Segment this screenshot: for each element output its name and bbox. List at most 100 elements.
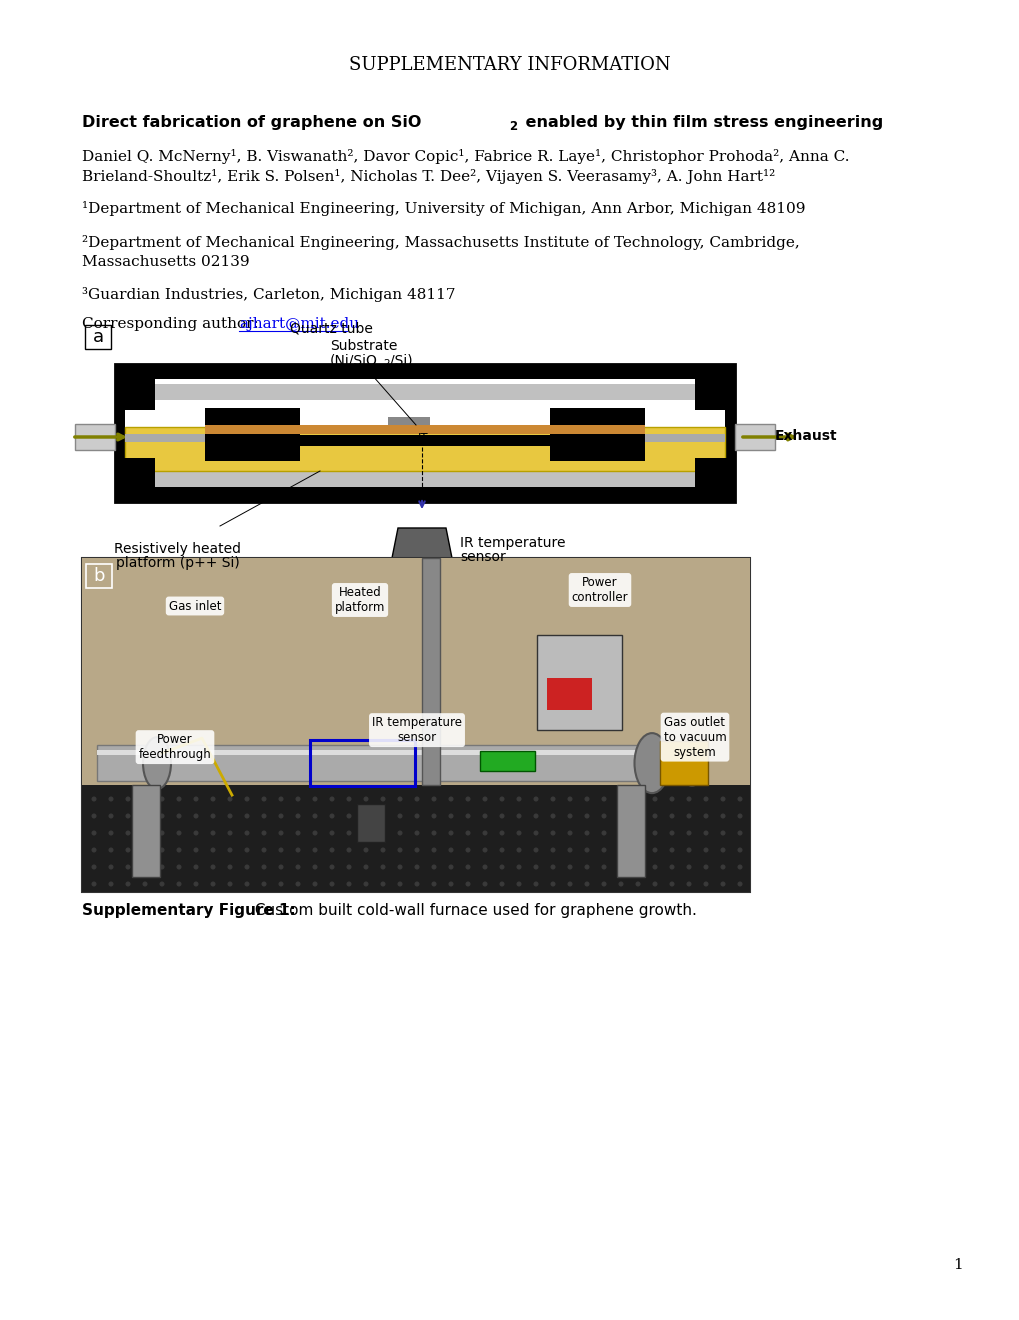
- Bar: [115, 364, 735, 502]
- Text: b: b: [93, 568, 105, 585]
- Circle shape: [262, 797, 266, 801]
- Circle shape: [738, 882, 741, 886]
- Circle shape: [517, 865, 521, 869]
- Bar: [125, 471, 725, 487]
- Circle shape: [228, 882, 231, 886]
- Circle shape: [346, 865, 351, 869]
- Circle shape: [397, 797, 401, 801]
- Circle shape: [381, 882, 384, 886]
- Circle shape: [720, 865, 725, 869]
- Bar: [659, 741, 707, 785]
- Circle shape: [228, 832, 231, 834]
- Circle shape: [448, 849, 452, 851]
- Bar: [97, 750, 706, 755]
- Circle shape: [330, 882, 333, 886]
- Circle shape: [499, 832, 503, 834]
- Text: IR temperature: IR temperature: [460, 536, 565, 550]
- Circle shape: [703, 849, 707, 851]
- Circle shape: [160, 797, 164, 801]
- Bar: [125, 434, 205, 442]
- Circle shape: [448, 797, 452, 801]
- Circle shape: [483, 797, 486, 801]
- Bar: [205, 434, 300, 461]
- Circle shape: [245, 814, 249, 818]
- Circle shape: [636, 797, 639, 801]
- Bar: [616, 785, 644, 876]
- Circle shape: [669, 797, 674, 801]
- Circle shape: [330, 865, 333, 869]
- Circle shape: [313, 882, 317, 886]
- Circle shape: [211, 882, 215, 886]
- Circle shape: [397, 882, 401, 886]
- Bar: [694, 458, 735, 502]
- Circle shape: [177, 865, 180, 869]
- Circle shape: [652, 832, 656, 834]
- Circle shape: [194, 832, 198, 834]
- Circle shape: [211, 797, 215, 801]
- Circle shape: [415, 849, 419, 851]
- Circle shape: [211, 832, 215, 834]
- Circle shape: [296, 865, 300, 869]
- Circle shape: [109, 797, 113, 801]
- Circle shape: [126, 832, 129, 834]
- Bar: [310, 741, 415, 787]
- Circle shape: [109, 849, 113, 851]
- Bar: [205, 436, 644, 446]
- Circle shape: [397, 814, 401, 818]
- Circle shape: [568, 814, 572, 818]
- Circle shape: [601, 814, 605, 818]
- Circle shape: [194, 814, 198, 818]
- Circle shape: [720, 832, 725, 834]
- Circle shape: [534, 797, 537, 801]
- Circle shape: [143, 832, 147, 834]
- Circle shape: [364, 832, 368, 834]
- Circle shape: [483, 814, 486, 818]
- Circle shape: [228, 814, 231, 818]
- Circle shape: [432, 832, 435, 834]
- Circle shape: [346, 832, 351, 834]
- Circle shape: [636, 832, 639, 834]
- Circle shape: [262, 882, 266, 886]
- Text: platform (p++ Si): platform (p++ Si): [116, 556, 239, 570]
- Circle shape: [703, 797, 707, 801]
- Circle shape: [687, 797, 690, 801]
- Circle shape: [432, 814, 435, 818]
- Bar: [546, 678, 591, 710]
- Circle shape: [466, 814, 470, 818]
- Circle shape: [738, 832, 741, 834]
- Bar: [125, 426, 725, 471]
- Circle shape: [177, 832, 180, 834]
- Circle shape: [381, 797, 384, 801]
- Circle shape: [669, 882, 674, 886]
- Circle shape: [415, 814, 419, 818]
- Ellipse shape: [678, 741, 705, 785]
- Circle shape: [143, 814, 147, 818]
- Circle shape: [483, 865, 486, 869]
- Circle shape: [669, 832, 674, 834]
- Text: ajhart@mit.edu: ajhart@mit.edu: [238, 317, 359, 331]
- FancyBboxPatch shape: [85, 325, 111, 348]
- Circle shape: [568, 882, 572, 886]
- Circle shape: [499, 865, 503, 869]
- Circle shape: [313, 797, 317, 801]
- Circle shape: [448, 814, 452, 818]
- Circle shape: [636, 865, 639, 869]
- Circle shape: [364, 797, 368, 801]
- Circle shape: [448, 832, 452, 834]
- Circle shape: [687, 849, 690, 851]
- Circle shape: [585, 797, 588, 801]
- Text: Power
feedthrough: Power feedthrough: [139, 733, 211, 762]
- Circle shape: [568, 832, 572, 834]
- Circle shape: [738, 797, 741, 801]
- Circle shape: [364, 865, 368, 869]
- Circle shape: [720, 849, 725, 851]
- Circle shape: [432, 882, 435, 886]
- Text: Supplementary Figure 1:: Supplementary Figure 1:: [82, 903, 296, 917]
- Circle shape: [143, 797, 147, 801]
- Circle shape: [143, 882, 147, 886]
- Circle shape: [499, 814, 503, 818]
- Circle shape: [279, 814, 282, 818]
- Circle shape: [517, 814, 521, 818]
- Circle shape: [652, 797, 656, 801]
- Bar: [387, 417, 430, 425]
